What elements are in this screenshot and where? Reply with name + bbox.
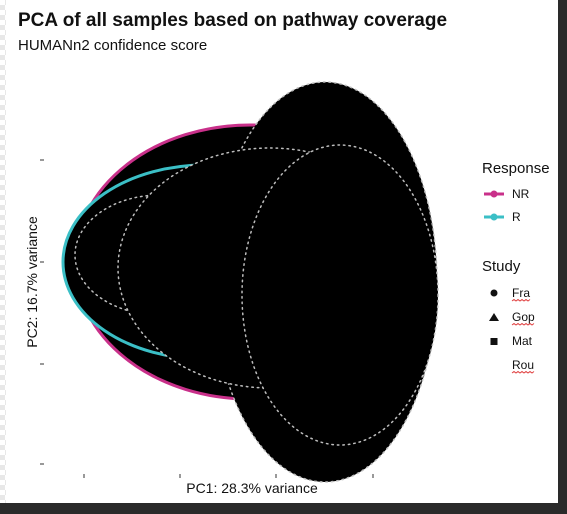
legend-response: Response NR R	[482, 160, 550, 224]
spellcheck-underline	[511, 322, 535, 326]
legend-study: Study Fra Gop Mat Rou	[482, 258, 535, 374]
legend-dot-nr	[490, 190, 498, 198]
legend-label-gop: Gop	[512, 310, 535, 324]
legend-response-title: Response	[482, 160, 550, 177]
triangle-shape-icon	[489, 313, 499, 321]
legend-label-mat: Mat	[512, 334, 533, 348]
x-axis-title: PC1: 28.3% variance	[186, 480, 318, 496]
legend-study-title: Study	[482, 258, 521, 275]
ellipses-layer	[61, 81, 439, 483]
legend-item-gop: Gop	[489, 310, 535, 326]
legend-label-nr: NR	[512, 187, 530, 201]
spellcheck-underline	[511, 298, 531, 302]
ellipse-study-rou	[241, 144, 439, 446]
legend-label-r: R	[512, 210, 521, 224]
square-shape-icon	[490, 338, 498, 345]
circle-shape-icon	[490, 289, 498, 297]
y-axis: PC2: 16.7% variance	[24, 159, 44, 465]
window-edge-right	[558, 0, 567, 514]
legend-dot-r	[490, 213, 498, 221]
x-axis: PC1: 28.3% variance	[83, 474, 374, 496]
legend-item-r: R	[484, 210, 521, 224]
window-edge-bottom	[0, 503, 567, 514]
spellcheck-underline	[511, 370, 535, 374]
legend-item-fra: Fra	[490, 286, 531, 302]
y-axis-title: PC2: 16.7% variance	[24, 216, 40, 348]
legend-item-mat: Mat	[490, 334, 533, 348]
legend-item-nr: NR	[484, 187, 530, 201]
chart-title: PCA of all samples based on pathway cove…	[18, 10, 448, 31]
chart-subtitle: HUMANn2 confidence score	[18, 37, 208, 54]
legend-label-rou: Rou	[512, 358, 534, 372]
legend-item-rou: Rou	[511, 358, 535, 374]
legend-label-fra: Fra	[512, 286, 530, 300]
